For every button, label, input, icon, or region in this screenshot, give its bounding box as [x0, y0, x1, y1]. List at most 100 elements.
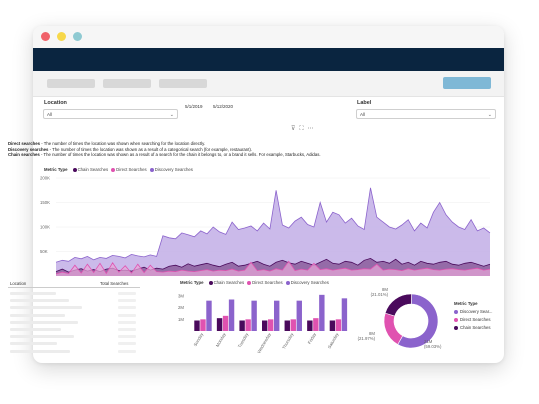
desc-direct: Direct searches - The number of times th… — [8, 141, 206, 146]
minimize-window-icon[interactable] — [57, 32, 66, 41]
slice-direct-searches[interactable] — [383, 312, 404, 345]
app-window — [33, 26, 504, 363]
metric-descriptions: Direct searches - The number of times th… — [8, 141, 458, 158]
table-row[interactable] — [10, 328, 61, 331]
y-tick-label: 2M — [178, 305, 184, 310]
bar-chart-legend: Metric Type Chain Searches Direct Search… — [180, 280, 329, 285]
focus-mode-icon[interactable]: ⛶ — [299, 126, 308, 132]
legend-item-chain[interactable]: Chain Searches — [72, 167, 108, 172]
table-row-value — [118, 320, 136, 324]
slice-chain-searches[interactable] — [384, 293, 412, 317]
visual-header-icons: ⊽⛶⋯ — [291, 125, 318, 133]
bar-discovery-searches[interactable] — [341, 298, 348, 331]
bar-direct-searches[interactable] — [313, 318, 319, 331]
col-total-searches[interactable]: Total Searches — [100, 281, 129, 286]
date-start[interactable]: 5/1/2019 — [185, 104, 203, 109]
y-tick-label: 3M — [178, 294, 184, 299]
bar-chain-searches[interactable] — [262, 320, 268, 332]
bar-discovery-searches[interactable] — [296, 300, 302, 331]
table-row[interactable] — [10, 306, 82, 310]
donut-legend-item-chain[interactable]: Chain Searches — [454, 324, 492, 332]
table-row-value — [118, 299, 136, 303]
close-window-icon[interactable] — [41, 32, 50, 41]
slice-discovery-searches[interactable] — [397, 293, 439, 349]
table-row-value — [118, 306, 136, 310]
bar-chain-searches[interactable] — [216, 318, 223, 331]
label-select[interactable]: All ⌄ — [356, 109, 496, 119]
x-tick-label: Friday — [307, 331, 318, 345]
legend-item-chain[interactable]: Chain Searches — [208, 280, 244, 285]
slice-percent-label: (59.03%) — [424, 344, 442, 349]
bar-discovery-searches[interactable] — [319, 294, 325, 331]
bar-discovery-searches[interactable] — [228, 299, 235, 332]
bar-chain-searches[interactable] — [284, 320, 290, 332]
toolbar-button-3[interactable] — [159, 79, 207, 88]
y-tick-label: 50K — [40, 249, 48, 254]
bar-direct-searches[interactable] — [335, 319, 342, 331]
table-row[interactable] — [10, 320, 78, 324]
bar-direct-searches[interactable] — [290, 319, 296, 331]
legend-item-direct[interactable]: Direct Searches — [111, 167, 147, 172]
toolbar-primary-button[interactable] — [443, 77, 491, 89]
bar-discovery-searches[interactable] — [274, 300, 280, 331]
legend-title: Metric Type — [180, 280, 204, 285]
filter-icon[interactable]: ⊽ — [291, 126, 300, 132]
bar-direct-searches[interactable] — [200, 319, 206, 331]
location-table: Location Total Searches — [8, 280, 140, 358]
direct-searches-area-line — [55, 260, 491, 275]
chevron-down-icon: ⌄ — [487, 112, 492, 118]
table-row-value — [118, 292, 136, 295]
x-tick-label: Tuesday — [237, 331, 250, 348]
x-tick-label: Thursday — [281, 331, 295, 350]
table-row-value — [118, 313, 136, 317]
location-select-value: All — [47, 112, 53, 117]
desc-chain: Chain searches - The number of times the… — [8, 152, 321, 158]
table-row[interactable] — [10, 292, 56, 295]
bar-chain-searches[interactable] — [307, 320, 313, 332]
toolbar-button-2[interactable] — [103, 79, 151, 88]
bar-direct-searches[interactable] — [222, 315, 229, 331]
legend-item-discovery[interactable]: Discovery Searches — [285, 280, 329, 285]
discovery-searches-area-line — [55, 187, 491, 263]
bar-direct-searches[interactable] — [245, 319, 251, 331]
bar-discovery-searches[interactable] — [206, 300, 212, 331]
table-row[interactable] — [10, 349, 70, 353]
y-tick-label: 150K — [40, 200, 50, 205]
direct-searches-area — [56, 261, 490, 276]
bar-direct-searches[interactable] — [268, 319, 274, 331]
report-toolbar — [33, 71, 504, 97]
legend-item-discovery[interactable]: Discovery Searches — [149, 167, 193, 172]
bar-discovery-searches[interactable] — [251, 300, 257, 331]
legend-item-direct[interactable]: Direct Searches — [247, 280, 283, 285]
slice-percent-label: (21.97%) — [358, 336, 376, 341]
slice-value-label: 21M — [424, 339, 433, 344]
table-row-value — [118, 335, 136, 339]
searches-area-chart: 200K 150K 100K 50K — [40, 176, 491, 276]
maximize-window-icon[interactable] — [73, 32, 82, 41]
bar-chain-searches[interactable] — [329, 320, 336, 332]
col-location[interactable]: Location — [10, 281, 27, 286]
more-options-icon[interactable]: ⋯ — [307, 126, 318, 132]
table-row[interactable] — [10, 335, 74, 339]
table-row-value — [118, 342, 136, 346]
bar-chain-searches[interactable] — [194, 320, 200, 332]
x-tick-label: Monday — [215, 331, 227, 347]
table-row-value — [118, 328, 136, 331]
slice-value-label: 8M — [369, 331, 375, 336]
legend-title: Metric Type — [44, 167, 68, 172]
desc-discovery: Discovery searches - The number of times… — [8, 146, 253, 152]
chevron-down-icon: ⌄ — [169, 112, 174, 118]
toolbar-button-1[interactable] — [47, 79, 95, 88]
date-end[interactable]: 5/12/2020 — [213, 104, 234, 109]
table-row[interactable] — [10, 342, 57, 346]
label-filter-label: Label — [357, 100, 372, 106]
location-select[interactable]: All ⌄ — [43, 109, 178, 119]
table-row[interactable] — [10, 313, 65, 317]
donut-legend-item-discovery[interactable]: Discovery Sear... — [454, 308, 492, 316]
x-tick-label: Saturday — [327, 331, 340, 349]
bar-chain-searches[interactable] — [239, 320, 245, 332]
y-tick-label: 200K — [40, 176, 50, 181]
donut-legend-item-direct[interactable]: Direct Searches — [454, 316, 492, 324]
table-row[interactable] — [10, 299, 69, 303]
table-row-value — [118, 349, 136, 353]
